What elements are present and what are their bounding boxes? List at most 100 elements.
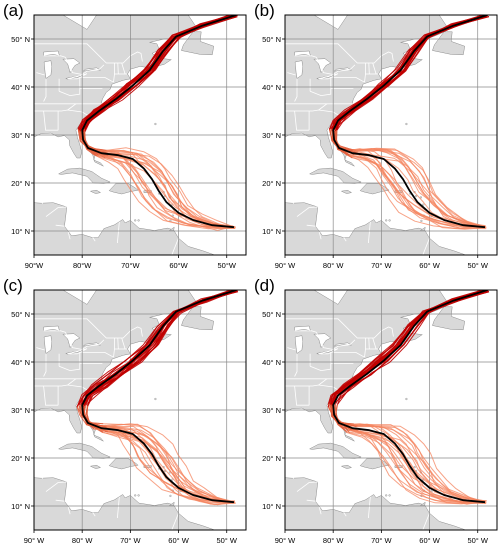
great-lake	[62, 333, 81, 349]
lon-tick-label: 90° W	[275, 261, 296, 270]
political-border	[306, 499, 316, 502]
lat-tick-label: 30° N	[262, 131, 281, 140]
political-border	[294, 55, 317, 58]
central-south-america-land	[34, 202, 246, 255]
great-lake	[43, 325, 60, 332]
trinidad-land	[419, 226, 426, 231]
central-south-america-land	[285, 477, 497, 530]
political-border	[67, 231, 71, 240]
political-border	[67, 103, 77, 111]
lat-tick-label: 40° N	[262, 83, 281, 92]
great-lake	[82, 342, 101, 347]
great-lake	[294, 60, 304, 79]
political-border	[64, 57, 105, 75]
political-border	[343, 512, 347, 517]
small-island	[169, 494, 172, 497]
political-border	[171, 238, 179, 255]
map-content	[285, 290, 497, 530]
political-border	[43, 330, 66, 333]
great-lake	[294, 50, 311, 57]
political-border	[38, 468, 44, 479]
ensemble-track	[339, 148, 486, 229]
jamaica-land	[340, 464, 353, 469]
map-content	[34, 290, 246, 530]
lat-tick-label: 50° N	[262, 35, 281, 44]
small-island	[134, 219, 137, 222]
observed-track	[332, 15, 488, 229]
map-panel-c: 10° N 20° N 30° N 40° N 50° N 90° W 80° W 70° W…	[11, 289, 247, 545]
map-content	[285, 15, 497, 255]
political-border	[117, 221, 120, 244]
panel-b: 10° N 20° N 30° N 40° N 50° N 90° W 80° W 70° W…	[251, 0, 502, 275]
panel-label-d: (d)	[254, 276, 275, 295]
political-border	[294, 110, 310, 131]
lat-tick-label: 10° N	[11, 502, 30, 511]
lon-tick-label: 50° W	[467, 536, 488, 545]
great-lake	[82, 67, 101, 72]
map-content	[34, 15, 246, 255]
small-island	[422, 203, 425, 206]
map-panel-d: 10° N 20° N 30° N 40° N 50° N 90° W 80° W 70° W…	[262, 289, 498, 545]
small-island	[419, 196, 422, 199]
small-island	[385, 494, 388, 497]
ensemble-track	[338, 421, 487, 503]
political-border	[79, 352, 114, 358]
lat-tick-label: 30° N	[262, 406, 281, 415]
political-border	[289, 468, 295, 479]
political-border	[368, 62, 370, 75]
panel-label-a: (a)	[3, 1, 24, 20]
great-lake	[294, 335, 304, 354]
ensemble-track	[338, 145, 485, 229]
map-panel-b: 10° N 20° N 30° N 40° N 50° N 90° W 80° W 70° W…	[262, 14, 498, 270]
lon-tick-label: 80° W	[72, 536, 93, 545]
political-border	[372, 337, 377, 350]
ensemble-track	[85, 290, 235, 406]
lon-tick-label: 50° W	[216, 536, 237, 545]
small-island	[154, 122, 157, 126]
lon-tick-label: 80°W	[73, 261, 92, 270]
great-lake	[294, 325, 311, 332]
lon-tick-label: 60°W	[169, 261, 188, 270]
political-border	[117, 337, 119, 350]
political-border	[55, 224, 65, 227]
political-border	[121, 337, 126, 350]
ensemble-track	[339, 148, 485, 227]
political-border	[121, 62, 126, 75]
jamaica-land	[340, 189, 353, 194]
lon-tick-label: 80° W	[323, 261, 344, 270]
lat-tick-label: 20° N	[11, 454, 30, 463]
political-border	[318, 231, 322, 240]
ensemble-track	[87, 421, 233, 503]
small-island	[171, 478, 174, 481]
great-lake	[43, 50, 60, 57]
ensemble-track	[76, 406, 103, 430]
lon-tick-label: 50° W	[467, 261, 488, 270]
ensemble-track	[88, 423, 234, 506]
political-border	[58, 352, 81, 372]
lon-tick-label: 90° W	[275, 536, 296, 545]
political-border	[38, 193, 44, 204]
panel-label-c: (c)	[3, 276, 23, 295]
lon-tick-label: 50°W	[218, 261, 237, 270]
political-border	[34, 43, 143, 64]
lat-tick-label: 10° N	[11, 227, 30, 236]
political-border	[330, 352, 365, 358]
political-border	[296, 481, 318, 492]
political-border	[117, 62, 119, 75]
political-border	[43, 353, 47, 377]
great-lake	[313, 333, 332, 349]
political-border	[34, 318, 143, 339]
trinidad-land	[168, 501, 175, 506]
small-island	[154, 397, 157, 401]
political-border	[55, 499, 65, 502]
small-island	[388, 494, 391, 497]
political-border	[309, 352, 332, 372]
lat-tick-label: 50° N	[11, 310, 30, 319]
observed-track	[81, 15, 237, 229]
small-island	[415, 194, 418, 198]
political-border	[294, 78, 298, 102]
ensemble-track	[86, 146, 235, 230]
trinidad-land	[419, 501, 426, 506]
map-panel-a: 10° N 20° N 30° N 40° N 50° N 90°W 80°W 70°W 60°…	[11, 14, 247, 270]
political-border	[67, 506, 71, 515]
